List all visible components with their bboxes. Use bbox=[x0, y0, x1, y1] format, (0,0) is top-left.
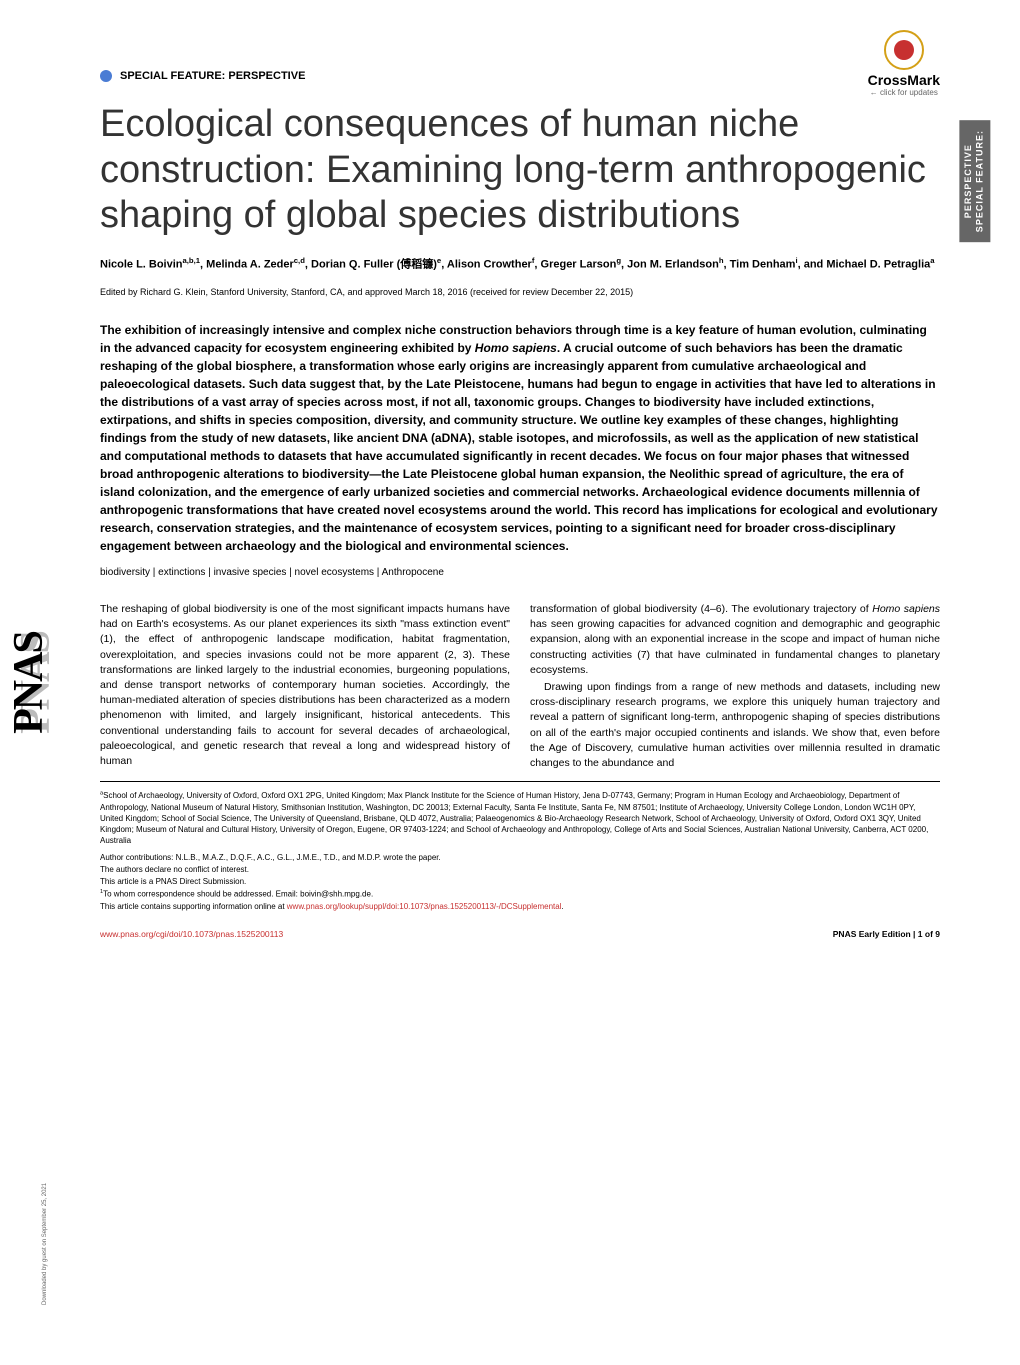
keywords: biodiversity | extinctions | invasive sp… bbox=[100, 567, 940, 578]
crossmark-badge[interactable]: CrossMark ← click for updates bbox=[868, 30, 940, 97]
crossmark-icon bbox=[884, 30, 924, 70]
crossmark-sublabel: ← click for updates bbox=[870, 88, 938, 97]
correspondence-note: 1To whom correspondence should be addres… bbox=[100, 888, 940, 901]
authors-list: Nicole L. Boivina,b,1, Melinda A. Zederc… bbox=[100, 255, 940, 273]
body-text: The reshaping of global biodiversity is … bbox=[100, 602, 940, 771]
blue-dot-icon bbox=[100, 70, 112, 82]
supporting-info-note: This article contains supporting informa… bbox=[100, 901, 940, 913]
edited-by: Edited by Richard G. Klein, Stanford Uni… bbox=[100, 287, 940, 297]
affiliations: aSchool of Archaeology, University of Ox… bbox=[100, 790, 940, 846]
page-number: PNAS Early Edition | 1 of 9 bbox=[833, 929, 940, 939]
crossmark-label: CrossMark bbox=[868, 72, 940, 88]
supporting-link[interactable]: www.pnas.org/lookup/suppl/doi:10.1073/pn… bbox=[287, 902, 562, 911]
download-note: Downloaded by guest on September 25, 202… bbox=[42, 1183, 48, 1305]
column-right: transformation of global biodiversity (4… bbox=[530, 602, 940, 771]
bottom-bar: www.pnas.org/cgi/doi/10.1073/pnas.152520… bbox=[100, 929, 940, 939]
doi-link[interactable]: www.pnas.org/cgi/doi/10.1073/pnas.152520… bbox=[100, 929, 283, 939]
abstract: The exhibition of increasingly intensive… bbox=[100, 321, 940, 555]
divider bbox=[100, 781, 940, 782]
pnas-logo: PNAS bbox=[5, 632, 53, 734]
author-contributions: Author contributions: N.L.B., M.A.Z., D.… bbox=[100, 852, 940, 864]
submission-note: This article is a PNAS Direct Submission… bbox=[100, 876, 940, 888]
conflict-statement: The authors declare no conflict of inter… bbox=[100, 864, 940, 876]
column-left: The reshaping of global biodiversity is … bbox=[100, 602, 510, 771]
footer-notes: Author contributions: N.L.B., M.A.Z., D.… bbox=[100, 852, 940, 913]
article-title: Ecological consequences of human niche c… bbox=[100, 102, 940, 239]
side-category-label: SPECIAL FEATURE: PERSPECTIVE bbox=[959, 120, 990, 242]
special-feature-text: SPECIAL FEATURE: PERSPECTIVE bbox=[120, 70, 305, 82]
special-feature-header: SPECIAL FEATURE: PERSPECTIVE bbox=[100, 70, 940, 82]
